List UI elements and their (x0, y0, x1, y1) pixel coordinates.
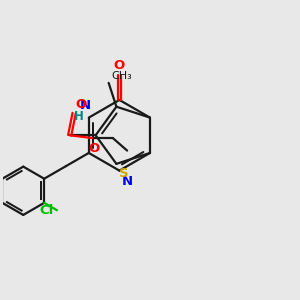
Text: H: H (74, 110, 84, 123)
Text: O: O (88, 142, 100, 155)
Text: Cl: Cl (39, 204, 53, 217)
Text: N: N (122, 175, 133, 188)
Text: O: O (76, 98, 87, 111)
Text: S: S (119, 167, 129, 180)
Text: N: N (80, 99, 91, 112)
Text: CH₃: CH₃ (111, 71, 132, 81)
Text: O: O (114, 59, 125, 72)
